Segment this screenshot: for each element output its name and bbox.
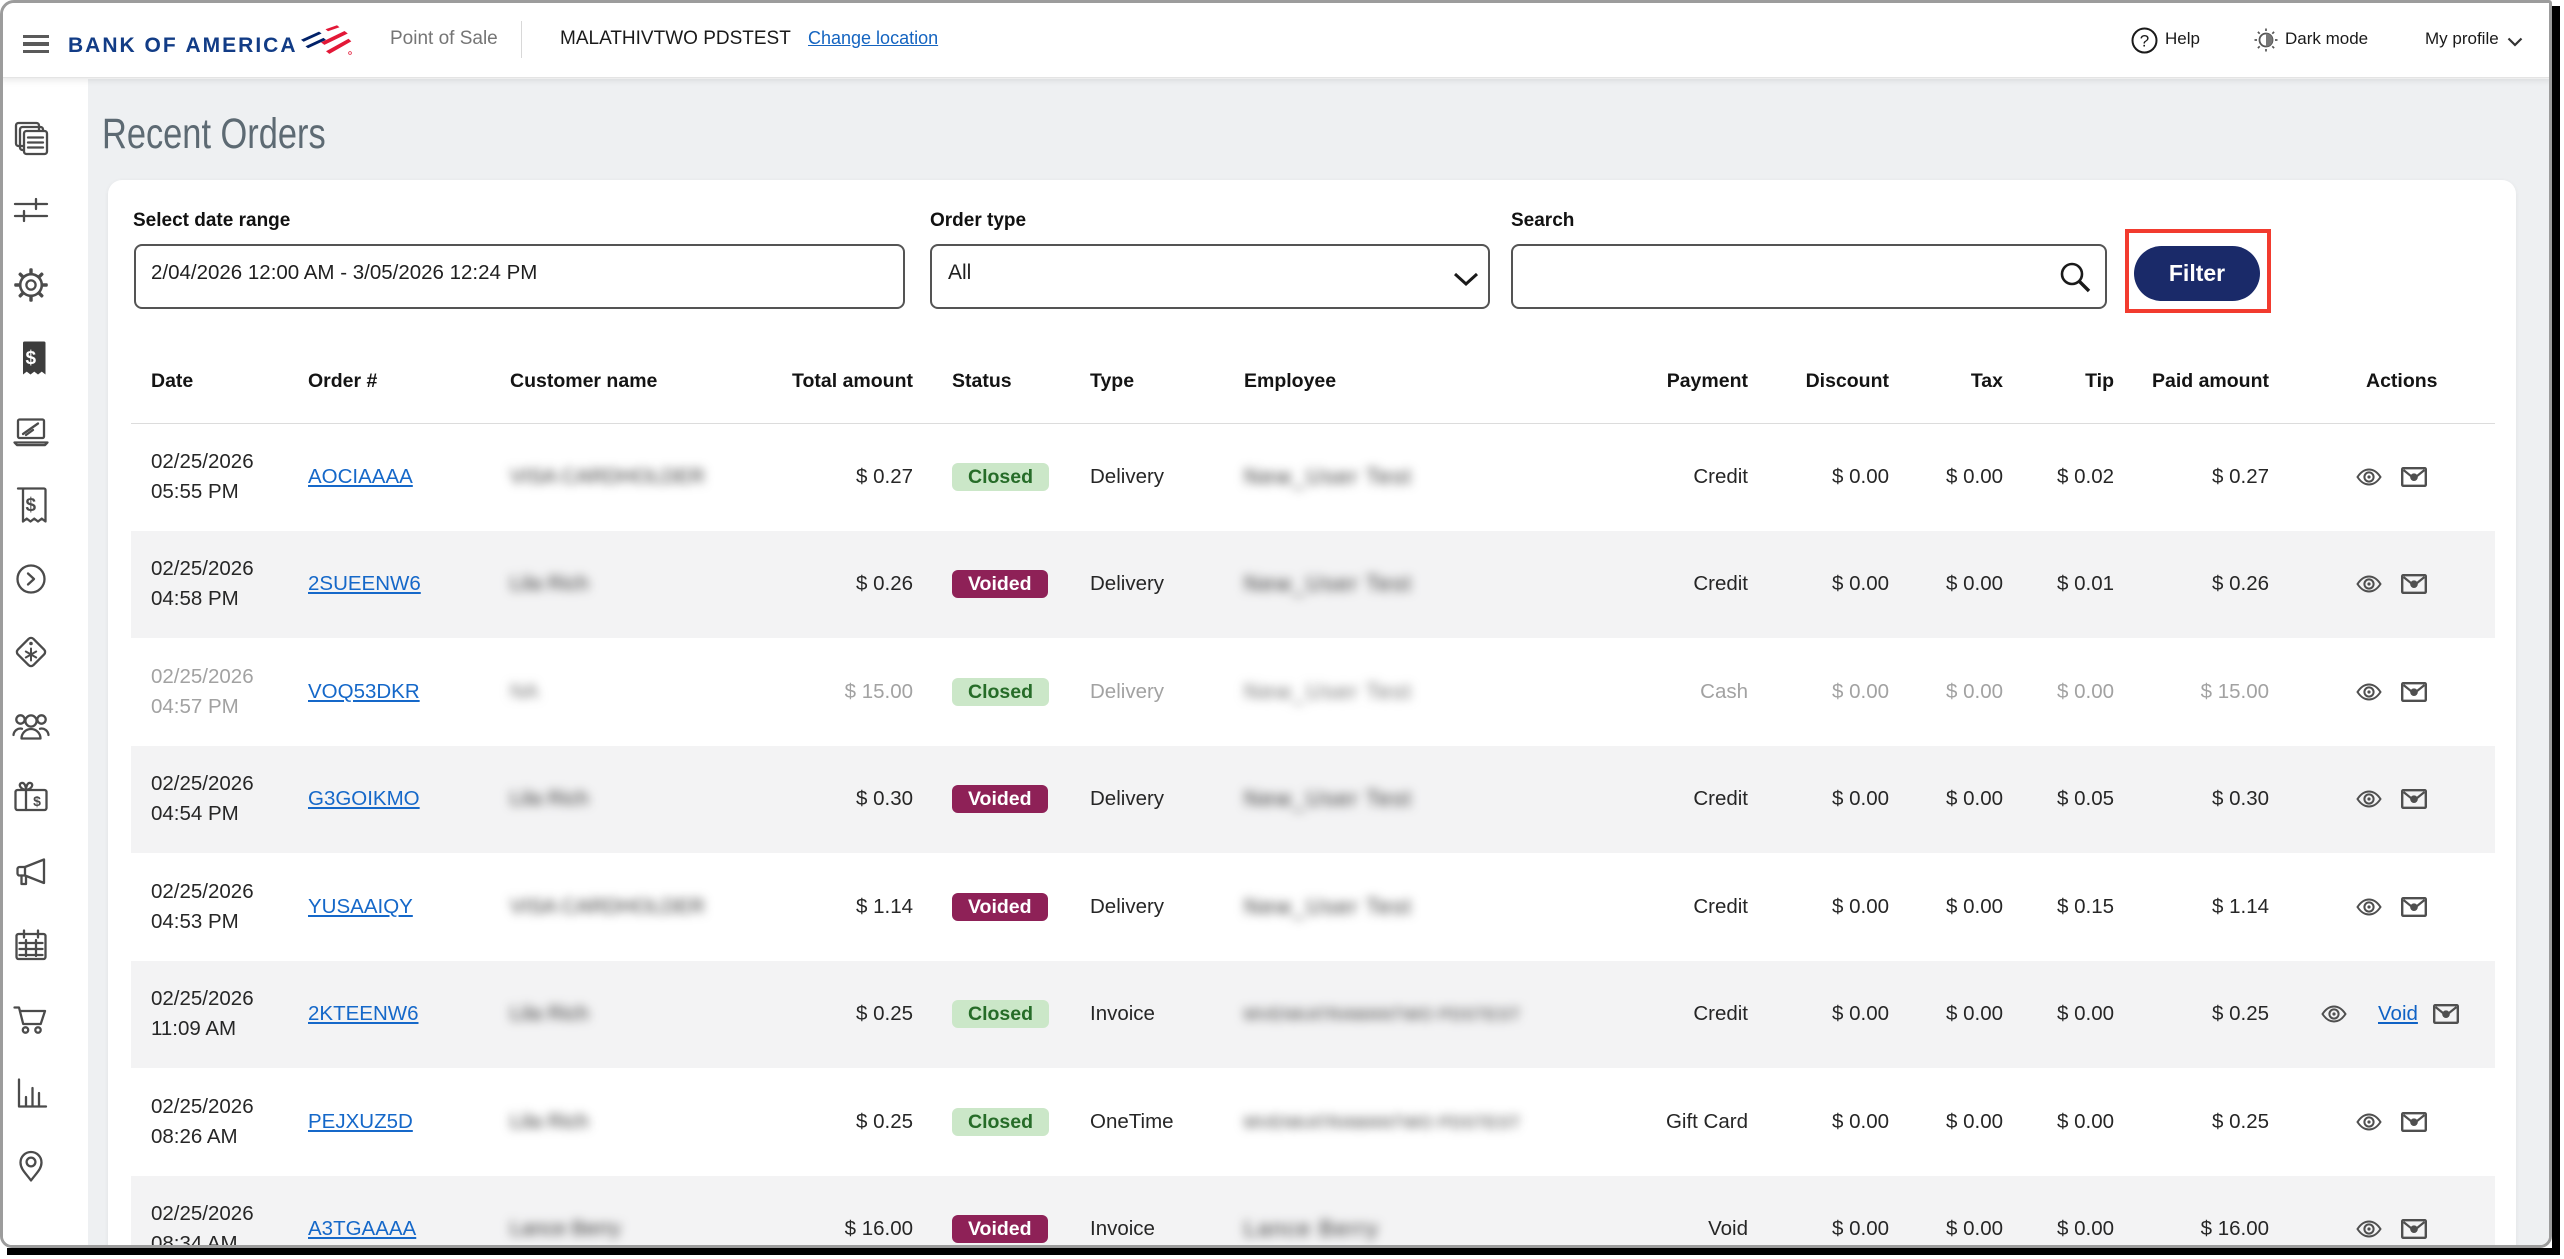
svg-text:$: $ <box>33 793 41 809</box>
svg-text:?: ? <box>2140 32 2149 51</box>
svg-text:$: $ <box>26 495 37 516</box>
svg-text:$: $ <box>26 348 37 369</box>
